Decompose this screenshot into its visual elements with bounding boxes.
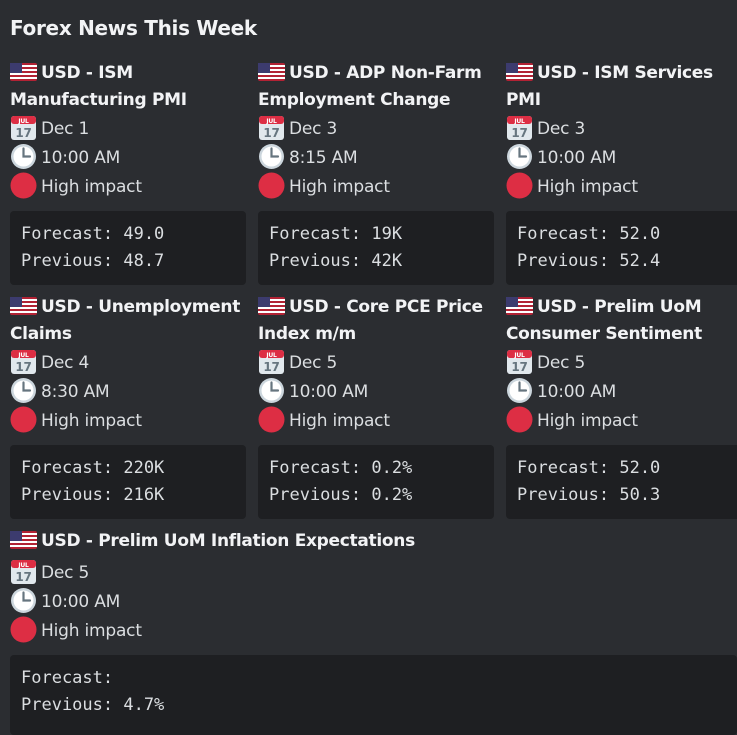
event-card: USD - ISM Manufacturing PMI JUL 17 Dec 1 1… xyxy=(10,60,246,285)
event-impact: High impact xyxy=(506,406,737,435)
red-circle-icon xyxy=(258,406,285,433)
previous-line: Previous: 0.2% xyxy=(269,485,413,505)
previous-line: Previous: 50.3 xyxy=(517,485,661,505)
clock-icon xyxy=(259,378,284,403)
event-title: USD - Prelim UoM Inflation Expectations xyxy=(10,528,737,555)
forecast-line: Forecast: 0.2% xyxy=(269,458,413,478)
previous-line: Previous: 4.7% xyxy=(21,695,165,715)
event-title: USD - Unemployment Claims xyxy=(10,297,241,344)
forecast-line: Forecast: 52.0 xyxy=(517,458,661,478)
us-flag-icon xyxy=(258,297,285,315)
event-date: JUL 17 Dec 5 xyxy=(506,348,737,377)
svg-text:17: 17 xyxy=(511,360,527,374)
clock-icon xyxy=(507,378,532,403)
svg-text:JUL: JUL xyxy=(265,352,277,359)
event-time: 8:15 AM xyxy=(258,143,494,172)
event-date: JUL 17 Dec 3 xyxy=(258,114,494,143)
clock-icon xyxy=(11,378,36,403)
red-circle-icon xyxy=(10,616,37,643)
svg-text:JUL: JUL xyxy=(513,352,525,359)
event-card: USD - Core PCE Price Index m/m JUL 17 Dec … xyxy=(258,294,494,519)
event-card: USD - ADP Non-Farm Employment Change JUL… xyxy=(258,60,494,285)
forecast-line: Forecast: 19K xyxy=(269,224,403,244)
previous-line: Previous: 216K xyxy=(21,485,165,505)
svg-text:JUL: JUL xyxy=(17,118,29,125)
forecast-line: Forecast: xyxy=(21,668,114,688)
forecast-codeblock: Forecast: 19K Previous: 42K xyxy=(258,211,494,285)
event-card: USD - ISM Services PMI JUL 17 Dec 3 10:00 … xyxy=(506,60,737,285)
event-card: USD - Unemployment Claims JUL 17 Dec 4 8:3… xyxy=(10,294,246,519)
event-time: 10:00 AM xyxy=(506,143,737,172)
event-card: USD - Prelim UoM Inflation Expectations … xyxy=(10,528,737,735)
clock-icon xyxy=(507,144,532,169)
event-title: USD - Prelim UoM Consumer Sentiment xyxy=(506,297,702,344)
red-circle-icon xyxy=(506,406,533,433)
us-flag-icon xyxy=(10,63,37,81)
us-flag-icon xyxy=(10,531,37,549)
us-flag-icon xyxy=(258,63,285,81)
clock-icon xyxy=(11,588,36,613)
svg-text:17: 17 xyxy=(15,570,31,584)
event-date: JUL 17 Dec 4 xyxy=(10,348,246,377)
event-impact: High impact xyxy=(10,406,246,435)
svg-text:JUL: JUL xyxy=(265,118,277,125)
forecast-codeblock: Forecast: 52.0 Previous: 50.3 xyxy=(506,445,737,519)
event-date: JUL 17 Dec 3 xyxy=(506,114,737,143)
forecast-line: Forecast: 220K xyxy=(21,458,165,478)
event-date: JUL 17 Dec 5 xyxy=(258,348,494,377)
red-circle-icon xyxy=(506,172,533,199)
forecast-line: Forecast: 52.0 xyxy=(517,224,661,244)
forecast-codeblock: Forecast: 220K Previous: 216K xyxy=(10,445,246,519)
clock-icon xyxy=(11,144,36,169)
svg-text:JUL: JUL xyxy=(513,118,525,125)
svg-text:JUL: JUL xyxy=(17,352,29,359)
red-circle-icon xyxy=(258,172,285,199)
svg-text:17: 17 xyxy=(263,126,279,140)
svg-text:17: 17 xyxy=(15,360,31,374)
event-title: USD - ISM Manufacturing PMI xyxy=(10,63,187,110)
event-impact: High impact xyxy=(258,406,494,435)
event-time: 10:00 AM xyxy=(10,587,737,616)
forecast-codeblock: Forecast: 49.0 Previous: 48.7 xyxy=(10,211,246,285)
forecast-codeblock: Forecast: 52.0 Previous: 52.4 xyxy=(506,211,737,285)
page-title: Forex News This Week xyxy=(10,16,257,40)
red-circle-icon xyxy=(10,172,37,199)
event-impact: High impact xyxy=(10,616,737,645)
event-card: USD - Prelim UoM Consumer Sentiment JUL 1… xyxy=(506,294,737,519)
svg-text:17: 17 xyxy=(15,126,31,140)
us-flag-icon xyxy=(10,297,37,315)
svg-text:17: 17 xyxy=(511,126,527,140)
forecast-codeblock: Forecast: 0.2% Previous: 0.2% xyxy=(258,445,494,519)
us-flag-icon xyxy=(506,297,533,315)
red-circle-icon xyxy=(10,406,37,433)
forecast-line: Forecast: 49.0 xyxy=(21,224,165,244)
event-impact: High impact xyxy=(258,172,494,201)
clock-icon xyxy=(259,144,284,169)
svg-text:17: 17 xyxy=(263,360,279,374)
previous-line: Previous: 52.4 xyxy=(517,251,661,271)
event-date: JUL 17 Dec 5 xyxy=(10,558,737,587)
previous-line: Previous: 42K xyxy=(269,251,403,271)
us-flag-icon xyxy=(506,63,533,81)
event-title: USD - Core PCE Price Index m/m xyxy=(258,297,483,344)
event-title: USD - ADP Non-Farm Employment Change xyxy=(258,63,482,110)
forecast-codeblock: Forecast: Previous: 4.7% xyxy=(10,655,737,735)
event-time: 8:30 AM xyxy=(10,377,246,406)
event-title: USD - ISM Services PMI xyxy=(506,63,713,110)
event-impact: High impact xyxy=(10,172,246,201)
previous-line: Previous: 48.7 xyxy=(21,251,165,271)
event-time: 10:00 AM xyxy=(258,377,494,406)
svg-text:JUL: JUL xyxy=(17,562,29,569)
event-time: 10:00 AM xyxy=(10,143,246,172)
event-date: JUL 17 Dec 1 xyxy=(10,114,246,143)
event-time: 10:00 AM xyxy=(506,377,737,406)
event-impact: High impact xyxy=(506,172,737,201)
